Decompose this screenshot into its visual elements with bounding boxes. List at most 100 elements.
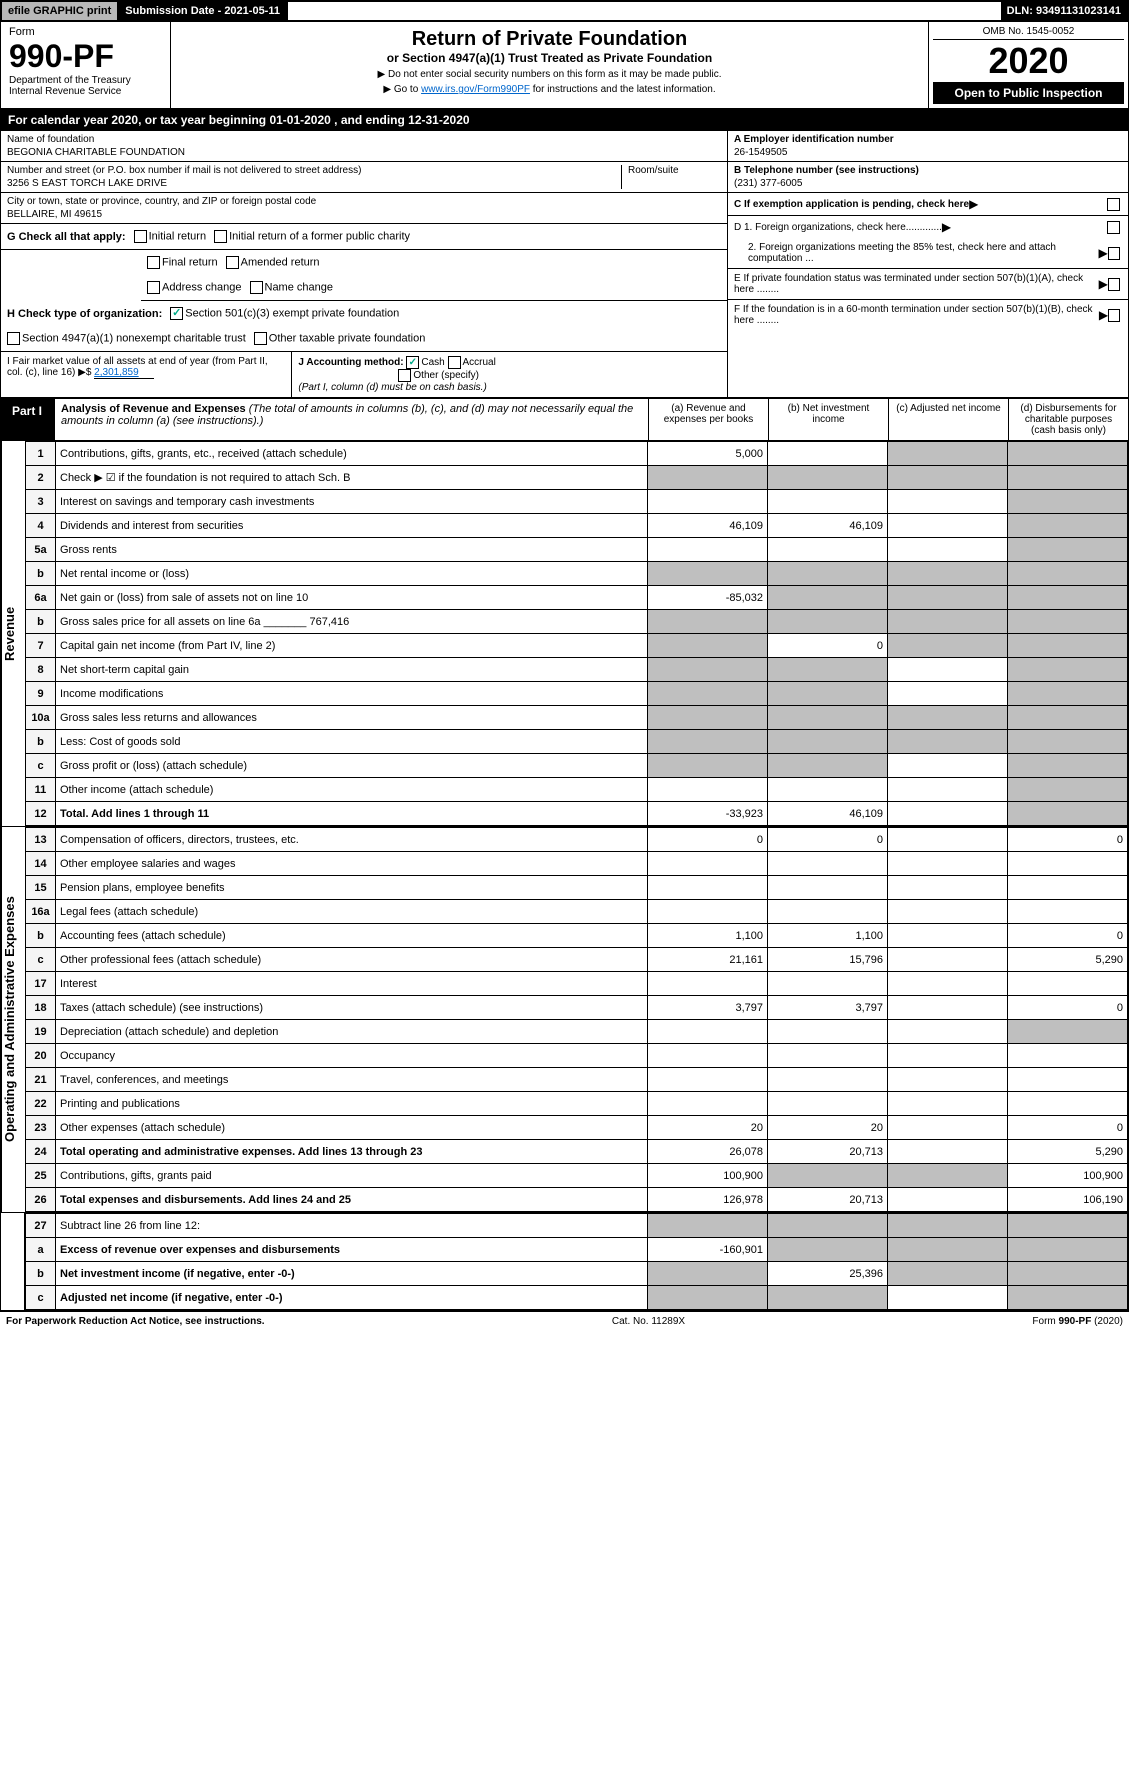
cb-d1[interactable] xyxy=(1107,221,1120,234)
h-label: H Check type of organization: xyxy=(7,308,162,320)
table-row: cOther professional fees (attach schedul… xyxy=(26,948,1128,972)
cb-sec4947[interactable] xyxy=(7,332,20,345)
i-value[interactable]: 2,301,859 xyxy=(94,367,154,379)
col-b xyxy=(768,1092,888,1116)
cb-f[interactable] xyxy=(1108,309,1120,322)
part1-label: Part I xyxy=(0,398,54,441)
cb-d2[interactable] xyxy=(1108,247,1120,260)
lbl-sec4947: Section 4947(a)(1) nonexempt charitable … xyxy=(22,332,246,344)
table-row: 6aNet gain or (loss) from sale of assets… xyxy=(26,586,1128,610)
main-title: Return of Private Foundation xyxy=(177,28,922,51)
c-label: C If exemption application is pending, c… xyxy=(734,199,969,210)
col-c xyxy=(888,1068,1008,1092)
cb-other-method[interactable] xyxy=(398,369,411,382)
open-public: Open to Public Inspection xyxy=(933,82,1124,104)
lbl-other-method: Other (specify) xyxy=(413,370,479,381)
col-b xyxy=(768,1020,888,1044)
efile-print-button[interactable]: efile GRAPHIC print xyxy=(2,2,119,20)
cb-initial-former[interactable] xyxy=(214,230,227,243)
col-a: -160,901 xyxy=(648,1238,768,1262)
arrow-icon: ▶ xyxy=(1099,308,1108,322)
col-d xyxy=(1008,852,1128,876)
d1-row: D 1. Foreign organizations, check here..… xyxy=(728,216,1128,238)
cb-name-change[interactable] xyxy=(250,281,263,294)
line-desc: Depreciation (attach schedule) and deple… xyxy=(56,1020,648,1044)
line-desc: Adjusted net income (if negative, enter … xyxy=(56,1286,648,1310)
d1-label: D 1. Foreign organizations, check here..… xyxy=(734,222,942,233)
subtitle: or Section 4947(a)(1) Trust Treated as P… xyxy=(177,51,922,65)
col-c xyxy=(888,1188,1008,1212)
col-d-hdr: (d) Disbursements for charitable purpose… xyxy=(1009,398,1129,441)
col-c xyxy=(888,1214,1008,1238)
line-num: 14 xyxy=(26,852,56,876)
col-d: 0 xyxy=(1008,1116,1128,1140)
col-a: 126,978 xyxy=(648,1188,768,1212)
cb-sec501[interactable] xyxy=(170,307,183,320)
top-bar: efile GRAPHIC print Submission Date - 20… xyxy=(0,0,1129,22)
table-row: 1Contributions, gifts, grants, etc., rec… xyxy=(26,442,1128,466)
cb-amended[interactable] xyxy=(226,256,239,269)
table-row: 21Travel, conferences, and meetings xyxy=(26,1068,1128,1092)
cb-e[interactable] xyxy=(1108,278,1120,291)
part1-title: Analysis of Revenue and Expenses (The to… xyxy=(54,398,649,441)
lbl-final: Final return xyxy=(162,256,218,268)
line-num: 16a xyxy=(26,900,56,924)
col-a: 21,161 xyxy=(648,948,768,972)
col-c-hdr: (c) Adjusted net income xyxy=(889,398,1009,441)
col-c xyxy=(888,1262,1008,1286)
table-row: 14Other employee salaries and wages xyxy=(26,852,1128,876)
line-num: a xyxy=(26,1238,56,1262)
table-row: 27Subtract line 26 from line 12: xyxy=(26,1214,1128,1238)
cb-final[interactable] xyxy=(147,256,160,269)
col-d xyxy=(1008,1286,1128,1310)
col-c xyxy=(888,996,1008,1020)
col-c xyxy=(888,1286,1008,1310)
revenue-side-label: Revenue xyxy=(1,441,25,826)
col-a xyxy=(648,1044,768,1068)
table-row: 5aGross rents xyxy=(26,538,1128,562)
lbl-sec501: Section 501(c)(3) exempt private foundat… xyxy=(185,307,399,319)
h-row2: Section 4947(a)(1) nonexempt charitable … xyxy=(1,326,727,352)
col-d: 5,290 xyxy=(1008,948,1128,972)
city-state-zip: BELLAIRE, MI 49615 xyxy=(7,209,721,220)
col-b-hdr: (b) Net investment income xyxy=(769,398,889,441)
cb-addr-change[interactable] xyxy=(147,281,160,294)
line-num: 19 xyxy=(26,1020,56,1044)
table-row: 20Occupancy xyxy=(26,1044,1128,1068)
col-a: 26,078 xyxy=(648,1140,768,1164)
col-a xyxy=(648,1214,768,1238)
expenses-table: 13Compensation of officers, directors, t… xyxy=(25,827,1128,1212)
col-a-hdr: (a) Revenue and expenses per books xyxy=(649,398,769,441)
j-note: (Part I, column (d) must be on cash basi… xyxy=(298,382,486,393)
col-d: 0 xyxy=(1008,828,1128,852)
col-d xyxy=(1008,1092,1128,1116)
cb-initial[interactable] xyxy=(134,230,147,243)
j-label: J Accounting method: xyxy=(298,357,403,368)
line-desc: Interest xyxy=(56,972,648,996)
col-b: 1,100 xyxy=(768,924,888,948)
cb-c[interactable] xyxy=(1107,198,1120,211)
calendar-year-row: For calendar year 2020, or tax year begi… xyxy=(0,109,1129,131)
cb-other-taxable[interactable] xyxy=(254,332,267,345)
irs-link[interactable]: www.irs.gov/Form990PF xyxy=(421,84,530,95)
line-num: 27 xyxy=(26,1214,56,1238)
city-label: City or town, state or province, country… xyxy=(7,196,316,207)
g-row2: Final return Amended return xyxy=(141,250,727,275)
col-c xyxy=(888,948,1008,972)
submission-date: Submission Date - 2021-05-11 xyxy=(119,2,288,20)
cb-accrual[interactable] xyxy=(448,356,461,369)
line-num: 23 xyxy=(26,1116,56,1140)
col-b xyxy=(768,876,888,900)
col-d xyxy=(1008,1238,1128,1262)
col-d xyxy=(1008,1044,1128,1068)
j-cell: J Accounting method: Cash Accrual Other … xyxy=(291,352,727,397)
line-num: 17 xyxy=(26,972,56,996)
cb-cash[interactable] xyxy=(406,356,419,369)
lbl-amended: Amended return xyxy=(241,256,320,268)
street-address: 3256 S EAST TORCH LAKE DRIVE xyxy=(7,178,621,189)
lbl-initial-former: Initial return of a former public charit… xyxy=(229,230,410,242)
col-c xyxy=(888,828,1008,852)
col-b xyxy=(768,1068,888,1092)
line-desc: Compensation of officers, directors, tru… xyxy=(56,828,648,852)
col-c xyxy=(888,876,1008,900)
